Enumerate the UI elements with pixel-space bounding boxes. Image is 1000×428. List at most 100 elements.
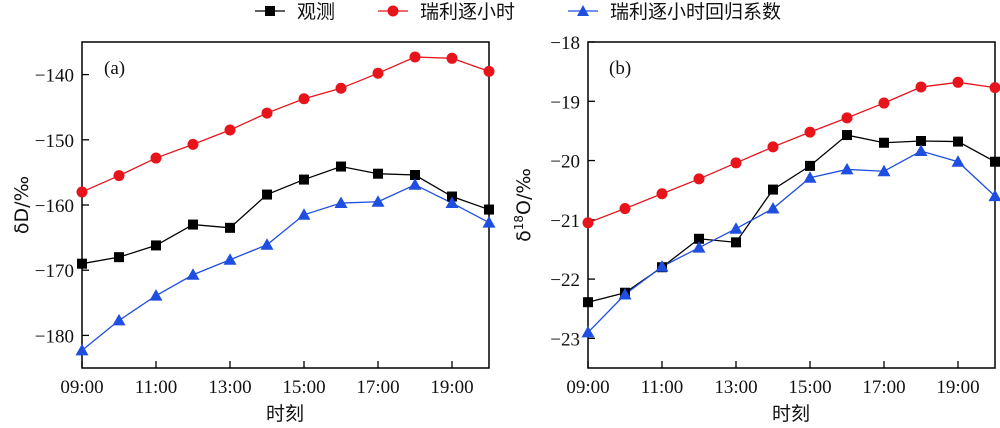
- data-point-observed: [583, 297, 593, 308]
- series-line-rayleigh-hourly: [587, 81, 996, 224]
- plot-frame-a: [81, 41, 490, 369]
- series-b: [581, 76, 1000, 338]
- legend-label-rayleigh-hourly: 瑞利逐小时: [420, 1, 515, 23]
- data-point-rayleigh-hourly: [224, 124, 236, 136]
- legend-label-observed: 观测: [297, 1, 335, 23]
- data-point-rayleigh-hourly: [150, 152, 162, 164]
- x-tick-label: 17:00: [356, 377, 399, 398]
- x-tick-label: 19:00: [430, 377, 473, 398]
- data-point-observed: [447, 191, 457, 202]
- data-point-rayleigh-hourly: [804, 126, 816, 138]
- data-point-rayleigh-hourly: [76, 186, 88, 198]
- data-point-rayleigh-hourly: [372, 67, 384, 79]
- x-tick-label: 13:00: [714, 377, 757, 398]
- data-point-rayleigh-regression: [988, 189, 1000, 202]
- legend-marker-circle-icon: [387, 5, 399, 17]
- legend-item-rayleigh-hourly: 瑞利逐小时: [378, 1, 515, 23]
- panel-b: (b) −18 −19 −20 −21 −22 −23 09:00 11:00 13:00 15…: [512, 33, 1000, 425]
- data-point-rayleigh-hourly: [187, 138, 199, 150]
- y-tick-label: −22: [550, 270, 580, 291]
- y-tick-label: −23: [550, 329, 580, 350]
- x-axis-title-b: 时刻: [772, 403, 810, 425]
- data-point-rayleigh-regression: [914, 144, 928, 157]
- data-point-observed: [842, 130, 852, 141]
- data-point-observed: [336, 161, 346, 172]
- data-point-rayleigh-hourly: [730, 157, 742, 169]
- y-axis-title-b-sup: 18: [512, 215, 526, 230]
- data-point-observed: [77, 258, 87, 269]
- x-tick-label: 19:00: [936, 377, 979, 398]
- data-point-observed: [151, 240, 161, 251]
- data-point-rayleigh-regression: [482, 216, 496, 228]
- data-point-rayleigh-hourly: [693, 173, 705, 185]
- series-a: [75, 51, 496, 356]
- data-point-rayleigh-regression: [75, 343, 89, 356]
- legend-marker-triangle-icon: [577, 5, 589, 16]
- data-point-observed: [694, 233, 704, 244]
- y-ticks-b: −18 −19 −20 −21 −22 −23: [550, 33, 595, 350]
- y-tick-label: −20: [550, 152, 580, 173]
- y-tick-label: −170: [35, 261, 74, 282]
- x-ticks-b: 09:00 11:00 13:00 15:00 17:00 19:00: [566, 361, 980, 398]
- x-tick-label: 13:00: [208, 377, 251, 398]
- x-axis-title-a: 时刻: [266, 403, 304, 425]
- data-point-observed: [768, 184, 778, 195]
- data-point-rayleigh-hourly: [298, 93, 310, 105]
- data-point-rayleigh-regression: [445, 196, 459, 209]
- data-point-rayleigh-regression: [655, 260, 669, 272]
- data-point-rayleigh-hourly: [409, 51, 421, 63]
- legend-label-rayleigh-regression: 瑞利逐小时回归系数: [610, 1, 781, 23]
- data-point-rayleigh-regression: [618, 288, 632, 300]
- y-tick-label: −18: [550, 33, 580, 54]
- y-axis-title-a: δD/‰: [11, 176, 33, 234]
- data-point-observed: [879, 137, 889, 148]
- data-point-observed: [114, 252, 124, 263]
- panel-a: (a) −140 −150 −160 −170 −180 09:00 11:00 13:00…: [11, 41, 496, 425]
- panel-label-a: (a): [104, 58, 125, 79]
- data-point-rayleigh-hourly: [989, 82, 1000, 94]
- data-point-observed: [990, 156, 1000, 167]
- data-point-rayleigh-regression: [334, 196, 348, 209]
- data-point-rayleigh-hourly: [483, 65, 495, 77]
- panel-label-b: (b): [609, 58, 631, 79]
- legend: 观测 瑞利逐小时 瑞利逐小时回归系数: [255, 1, 781, 23]
- x-tick-label: 09:00: [566, 377, 609, 398]
- y-ticks-a: −140 −150 −160 −170 −180: [35, 66, 89, 347]
- x-ticks-a: 09:00 11:00 13:00 15:00 17:00 19:00: [60, 361, 474, 398]
- series-line-rayleigh-regression: [81, 184, 490, 351]
- data-point-rayleigh-regression: [223, 253, 237, 265]
- data-point-rayleigh-hourly: [335, 82, 347, 94]
- data-point-observed: [484, 204, 494, 215]
- data-point-rayleigh-regression: [260, 238, 274, 250]
- x-tick-label: 11:00: [641, 377, 684, 398]
- y-tick-label: −19: [550, 92, 580, 113]
- data-point-rayleigh-hourly: [261, 107, 273, 119]
- series-line-rayleigh-hourly: [81, 56, 490, 193]
- legend-marker-square-icon: [265, 6, 275, 16]
- data-point-observed: [410, 170, 420, 181]
- data-point-observed: [299, 174, 309, 185]
- data-point-rayleigh-hourly: [878, 97, 890, 109]
- x-tick-label: 11:00: [135, 377, 178, 398]
- data-point-observed: [916, 135, 926, 146]
- data-point-rayleigh-regression: [803, 171, 817, 183]
- data-point-rayleigh-regression: [408, 178, 422, 190]
- data-point-observed: [805, 160, 815, 171]
- data-point-rayleigh-regression: [581, 325, 595, 338]
- legend-item-rayleigh-regression: 瑞利逐小时回归系数: [568, 1, 781, 23]
- y-tick-label: −21: [550, 211, 580, 232]
- data-point-rayleigh-regression: [692, 241, 706, 253]
- legend-item-observed: 观测: [255, 1, 335, 23]
- y-axis-title-b-prefix: δ: [513, 230, 535, 242]
- y-tick-label: −150: [35, 131, 74, 152]
- data-point-rayleigh-regression: [877, 164, 891, 177]
- data-point-observed: [373, 168, 383, 179]
- data-point-observed: [262, 189, 272, 200]
- data-point-observed: [731, 237, 741, 248]
- data-point-rayleigh-hourly: [582, 217, 594, 229]
- data-point-rayleigh-regression: [729, 222, 743, 234]
- data-point-rayleigh-hourly: [619, 203, 631, 215]
- data-point-rayleigh-hourly: [841, 112, 853, 124]
- x-tick-label: 15:00: [788, 377, 831, 398]
- y-axis-title-b: δ18O/‰: [512, 168, 535, 242]
